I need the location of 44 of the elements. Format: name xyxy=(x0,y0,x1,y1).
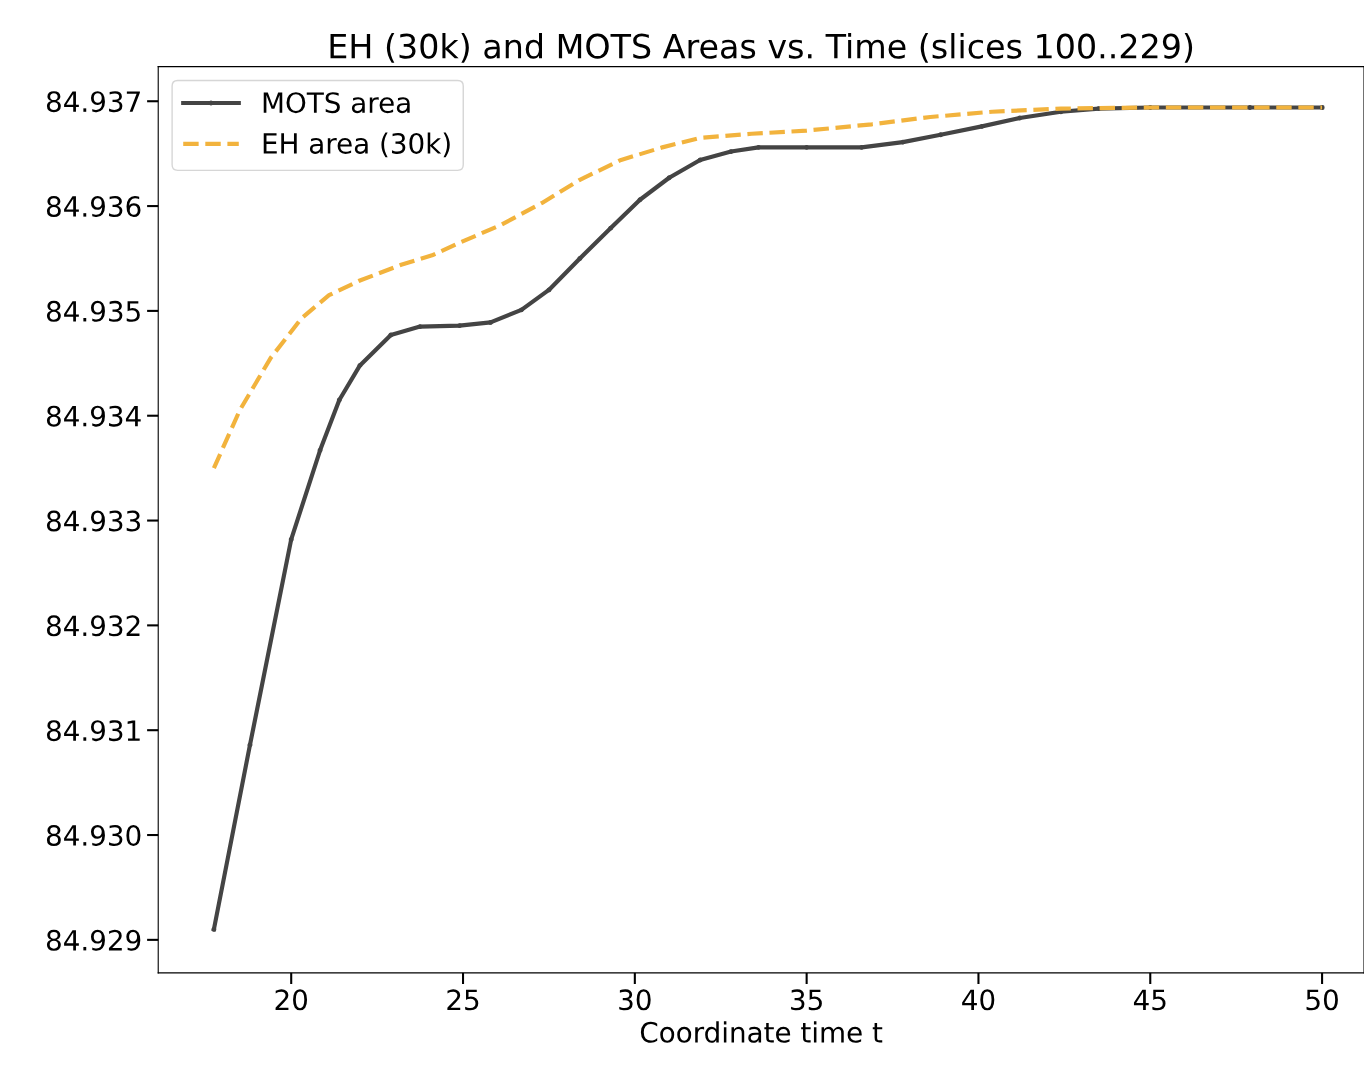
point xyxy=(546,287,552,293)
chart-title: EH (30k) and MOTS Areas vs. Time (slices 100..229) xyxy=(330,32,1193,63)
x-tick-label: 45 xyxy=(1133,989,1166,1011)
legend-label: MOTS area xyxy=(263,92,410,114)
y-tick-label: 84.933 xyxy=(46,510,141,532)
point xyxy=(336,397,342,403)
y-tick-label: 84.932 xyxy=(46,615,140,637)
point xyxy=(288,536,294,542)
point xyxy=(388,332,394,338)
point xyxy=(637,197,643,203)
point xyxy=(608,225,614,231)
y-tick-label: 84.934 xyxy=(46,405,141,427)
point xyxy=(519,307,524,313)
point xyxy=(804,144,810,150)
x-tick-label: 50 xyxy=(1306,989,1338,1011)
point xyxy=(697,157,703,163)
point xyxy=(979,123,985,129)
point xyxy=(728,149,734,154)
point xyxy=(577,256,583,261)
y-tick-label: 84.929 xyxy=(46,929,141,951)
point xyxy=(247,742,253,748)
y-tick-label: 84.931 xyxy=(46,720,140,742)
x-tick-label: 40 xyxy=(962,989,995,1011)
point xyxy=(317,447,323,453)
x-tick-label: 25 xyxy=(447,989,479,1011)
point xyxy=(1247,105,1253,110)
point xyxy=(756,144,761,150)
y-tick-label: 84.930 xyxy=(46,824,141,846)
x-tick-label: 30 xyxy=(619,989,651,1011)
point xyxy=(1017,115,1023,121)
point xyxy=(938,132,944,138)
point xyxy=(211,926,217,932)
point xyxy=(457,323,463,329)
point xyxy=(666,175,672,181)
point xyxy=(488,319,493,325)
y-tick-label: 84.936 xyxy=(46,196,141,218)
y-tick-label: 84.937 xyxy=(46,91,140,113)
point xyxy=(417,324,423,330)
point xyxy=(357,362,363,368)
y-tick-label: 84.935 xyxy=(46,300,140,322)
x-tick-label: 20 xyxy=(275,989,308,1011)
legend-label: EH area (30k) xyxy=(263,132,450,158)
x-tick-label: 35 xyxy=(791,989,822,1011)
x-axis-title: Coordinate time t xyxy=(640,1021,883,1043)
